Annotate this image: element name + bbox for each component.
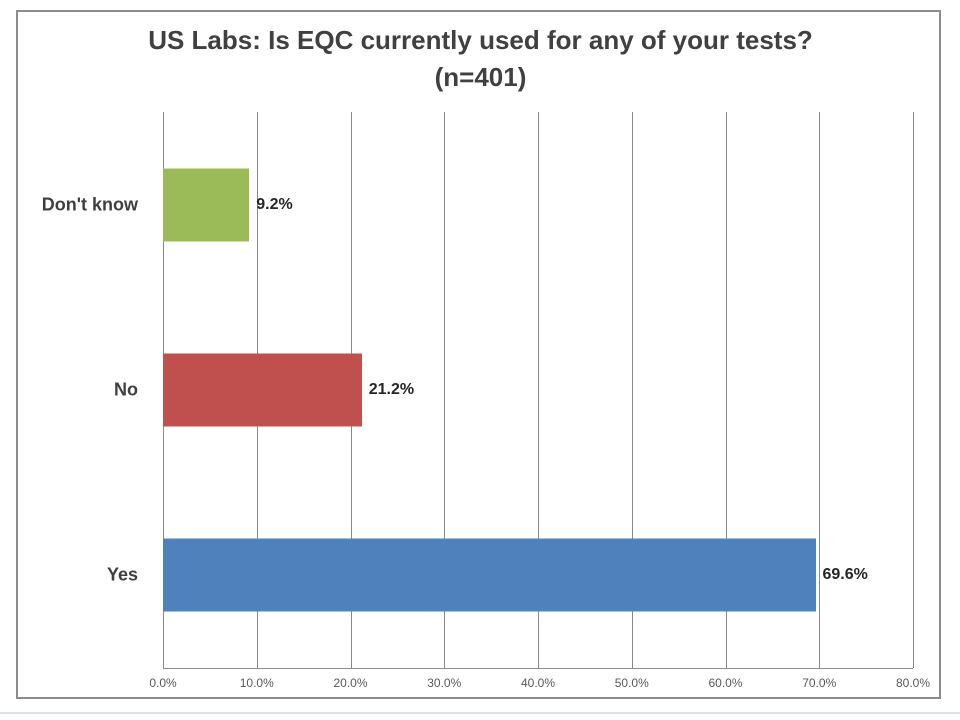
chart-subtitle: (n=401) <box>434 62 527 92</box>
bar-row: Yes 69.6% <box>107 483 913 668</box>
bar-row: No 21.2% <box>114 297 913 482</box>
x-tick-label: 60.0% <box>708 676 743 690</box>
gridline <box>444 112 446 668</box>
value-label: 9.2% <box>256 195 293 213</box>
category-label: Don't know <box>41 194 138 215</box>
x-tick-label: 80.0% <box>895 676 931 690</box>
gridline <box>538 112 539 668</box>
x-tick-label: 70.0% <box>802 676 837 690</box>
category-label: Yes <box>106 564 138 585</box>
value-label: 69.6% <box>822 566 868 584</box>
x-tick-label: 40.0% <box>520 676 556 690</box>
bar-row: Don't know 9.2% <box>42 112 913 297</box>
slide-bottom-edge <box>0 712 960 714</box>
chart-title-block: US Labs: Is EQC currently used for any o… <box>16 22 945 96</box>
x-tick-label: 0.0% <box>149 676 177 690</box>
gridline <box>819 112 821 668</box>
x-axis-tick-labels: 0.0% 10.0% 20.0% 30.0% 40.0% 50.0% 60.0% 70.0% 8… <box>149 676 930 696</box>
gridline <box>631 112 633 668</box>
x-tick-label: 20.0% <box>333 676 368 690</box>
value-label: 21.2% <box>368 380 415 398</box>
x-tick-label: 50.0% <box>614 676 649 690</box>
gridline <box>913 112 914 668</box>
x-tick-label: 10.0% <box>239 676 274 690</box>
gridline <box>725 112 727 668</box>
category-label: No <box>114 379 138 400</box>
plot-area: Don't know 9.2% No 21.2% Yes 69.6% <box>42 112 914 669</box>
bar <box>163 353 362 427</box>
bar <box>163 538 816 612</box>
x-tick-label: 30.0% <box>427 676 462 690</box>
chart-title: US Labs: Is EQC currently used for any o… <box>148 25 813 55</box>
bar <box>163 168 250 242</box>
bar-rows: Don't know 9.2% No 21.2% Yes 69.6% <box>42 112 913 668</box>
